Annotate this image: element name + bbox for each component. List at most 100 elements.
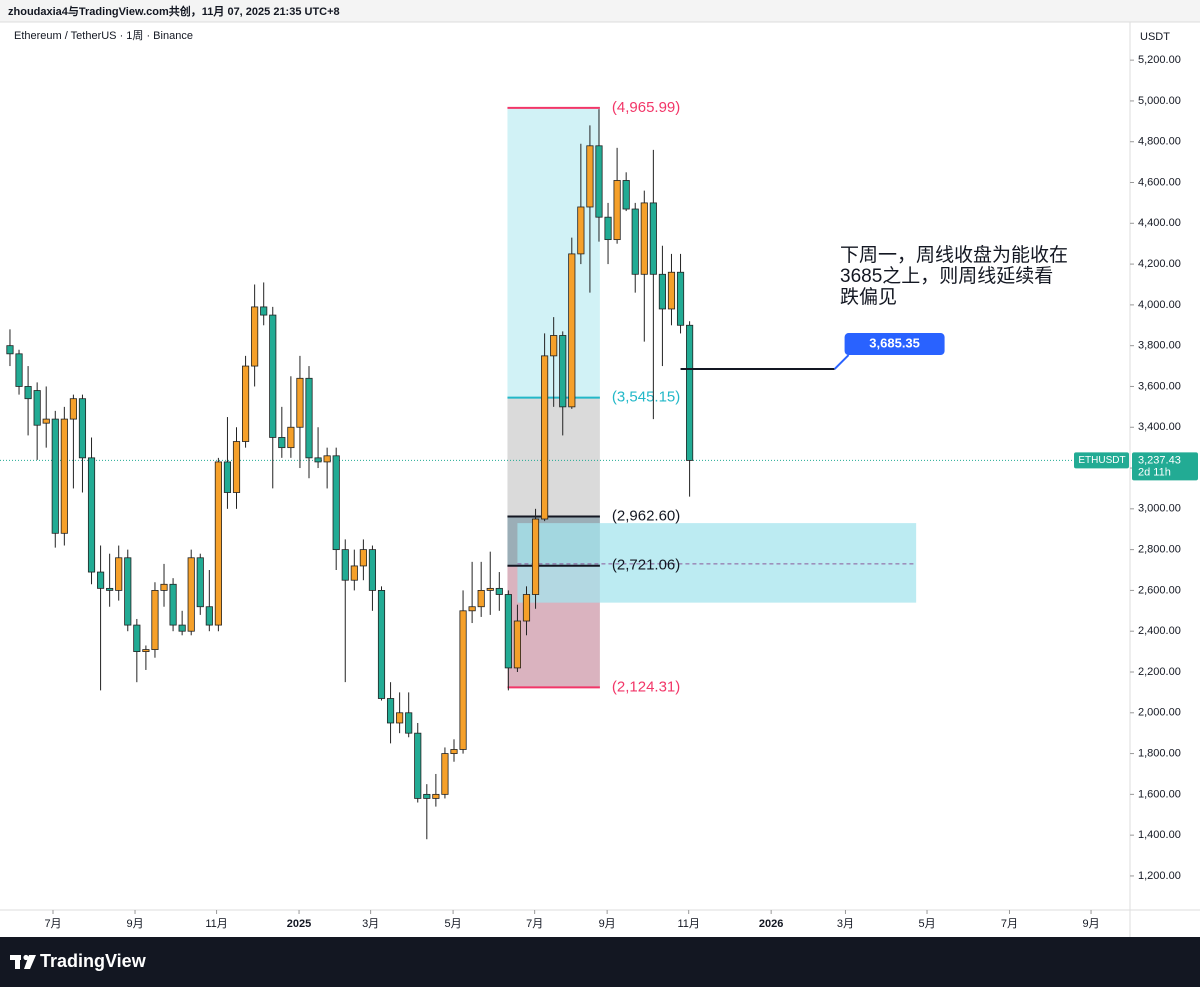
candle-body (42, 418, 50, 424)
candle-body (686, 324, 694, 461)
fib-label: (2,721.06) (612, 557, 680, 574)
candle-body (640, 202, 648, 275)
x-tick-label: 2025 (287, 918, 311, 930)
zone (517, 523, 917, 603)
candle-body (477, 590, 485, 608)
candle-body (486, 587, 494, 591)
candle-body (178, 624, 186, 632)
candle-body (160, 583, 168, 591)
x-tick-label: 5月 (918, 918, 935, 930)
candle-body (142, 649, 150, 652)
candle-body (33, 390, 41, 426)
candle-body (296, 377, 304, 428)
y-tick-label: 2,000.00 (1138, 707, 1181, 719)
candle-body (242, 365, 250, 442)
candle-body (622, 180, 630, 210)
y-tick-label: 3,400.00 (1138, 421, 1181, 433)
y-tick-label: 4,800.00 (1138, 136, 1181, 148)
x-tick-label: 3月 (362, 918, 379, 930)
note-line: 3685之上，则周线延续看 (840, 265, 1053, 287)
price-tag-label: 3,237.43 (1138, 454, 1181, 466)
hline-label: 3,685.35 (869, 335, 920, 350)
y-tick-label: 1,800.00 (1138, 747, 1181, 759)
x-tick-label: 9月 (126, 918, 143, 930)
candle-body (15, 353, 23, 387)
candle-body (332, 455, 340, 551)
y-tick-label: 3,600.00 (1138, 380, 1181, 392)
x-tick-label: 7月 (1001, 918, 1018, 930)
candle-body (604, 216, 612, 241)
candle-body (314, 457, 322, 463)
y-tick-label: 1,400.00 (1138, 829, 1181, 841)
candle-body (24, 386, 32, 400)
candle-body (504, 594, 512, 669)
y-tick-label: 4,000.00 (1138, 299, 1181, 311)
candle-body (468, 606, 476, 612)
candle-body (559, 335, 567, 408)
y-tick-label: 3,000.00 (1138, 503, 1181, 515)
countdown-label: 2d 11h (1138, 466, 1171, 478)
candle-body (223, 461, 232, 493)
candle-body (124, 557, 132, 626)
candle-body (386, 698, 395, 724)
candle-body (531, 518, 540, 595)
y-tick-label: 4,400.00 (1138, 217, 1181, 229)
candle-body (251, 306, 259, 367)
hline-pointer (833, 354, 850, 370)
candle-body (405, 712, 413, 734)
x-tick-label: 9月 (1082, 918, 1099, 930)
candle-body (522, 594, 531, 622)
candle-body (51, 418, 59, 534)
candle-body (423, 793, 431, 799)
y-tick-label: 5,200.00 (1138, 54, 1181, 66)
candle-body (87, 457, 96, 573)
y-tick-label: 4,600.00 (1138, 176, 1181, 188)
header: zhoudaxia4与TradingView.com共创，11月 07, 202… (8, 4, 340, 18)
candle-body (232, 441, 241, 493)
x-tick-label: 7月 (526, 918, 543, 930)
y-tick-label: 4,200.00 (1138, 258, 1181, 270)
candle-body (341, 549, 349, 581)
candle-body (278, 437, 286, 449)
candle-body (513, 620, 521, 669)
plot: 1,200.00 1,400.00 1,600.00 1,800.00 2,000.00… (0, 54, 1181, 930)
candle-body (60, 418, 68, 534)
y-tick-label: 2,800.00 (1138, 544, 1181, 556)
note-line: 跌偏见 (840, 286, 897, 308)
x-tick-label: 9月 (599, 918, 616, 930)
candle-body (676, 271, 685, 326)
candle-body (323, 455, 331, 463)
candle-body (541, 355, 549, 520)
logo (10, 954, 36, 969)
candle-body (205, 606, 213, 626)
candle-body (6, 345, 14, 355)
candle-body (287, 426, 295, 449)
y-tick-label: 5,000.00 (1138, 95, 1181, 107)
x-tick-label: 7月 (44, 918, 61, 930)
bottom-bar (0, 937, 1200, 987)
candle-body (97, 571, 105, 589)
candle-body (432, 793, 440, 799)
y-tick-label: 2,200.00 (1138, 666, 1181, 678)
price-tag (1132, 452, 1198, 481)
y-tick-label: 1,600.00 (1138, 788, 1181, 800)
candle-body (78, 398, 87, 459)
x-tick-label: 5月 (445, 918, 462, 930)
candle-body (196, 557, 204, 608)
candle-body (396, 712, 404, 724)
candle-body (368, 549, 377, 591)
candle-body (649, 202, 657, 275)
candle-body (269, 314, 277, 438)
candle-body (115, 557, 123, 591)
candle-body (151, 590, 159, 650)
candle-body (658, 273, 666, 310)
candle-body (613, 180, 621, 241)
x-tick-label: 11月 (677, 918, 699, 930)
y-tick-label: 3,800.00 (1138, 340, 1181, 352)
candle-body (450, 749, 458, 754)
candle-body (260, 306, 268, 316)
candle-body (550, 335, 558, 357)
hline-tag (844, 333, 945, 356)
symbol-label: ETHUSDT (1078, 455, 1125, 466)
